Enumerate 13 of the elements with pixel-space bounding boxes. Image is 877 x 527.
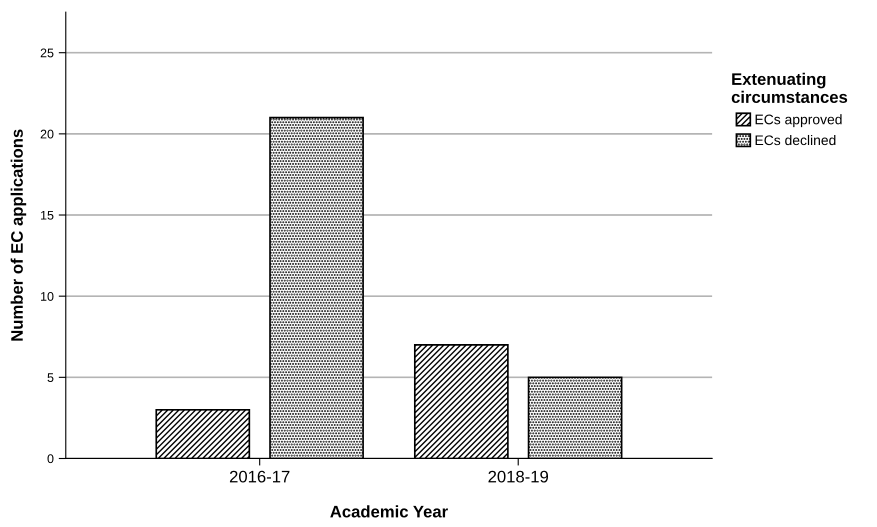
y-axis-title: Number of EC applications <box>10 129 26 341</box>
y-tick-label: 20 <box>40 130 54 139</box>
y-tick-label: 15 <box>41 210 54 220</box>
x-tick-label: 2016-17 <box>230 470 290 483</box>
y-tick-label: 25 <box>40 48 54 58</box>
y-tick-label: 10 <box>41 292 54 301</box>
legend-label: ECs approved <box>756 114 842 128</box>
legend-label: ECs declined <box>756 134 836 146</box>
x-axis-title: Academic Year <box>330 505 448 518</box>
legend-title: Extenuating circumstances <box>732 72 848 104</box>
y-tick-label: 5 <box>48 373 54 382</box>
y-tick-label: 0 <box>48 454 54 464</box>
x-tick-label: 2018-19 <box>488 470 548 483</box>
